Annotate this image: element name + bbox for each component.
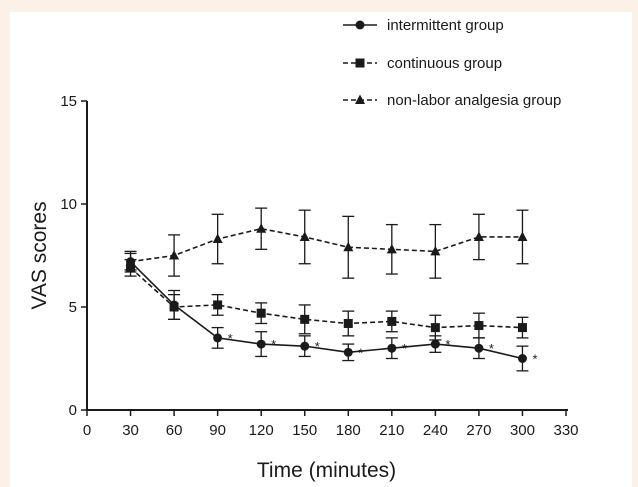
legend-label: continuous group bbox=[387, 55, 502, 72]
data-point bbox=[256, 339, 266, 349]
series-line bbox=[130, 267, 523, 329]
data-point bbox=[256, 223, 267, 233]
data-point bbox=[343, 241, 354, 252]
axes: 0 30 60 90 120 150 180 210 240 270 300 330 0 5 10 15 bbox=[60, 93, 578, 439]
significance-star: * bbox=[402, 341, 407, 356]
legend-item: intermittent group bbox=[343, 17, 504, 34]
x-tick-label: 120 bbox=[249, 422, 274, 439]
y-tick-label: 15 bbox=[60, 93, 77, 110]
data-point bbox=[517, 354, 527, 363]
x-tick-label: 210 bbox=[379, 422, 404, 439]
series-square bbox=[124, 258, 529, 341]
legend: intermittent group continuous group non-la… bbox=[343, 17, 561, 109]
data-point bbox=[213, 333, 223, 343]
data-point bbox=[212, 233, 223, 244]
data-point bbox=[430, 339, 440, 349]
significance-star: * bbox=[315, 339, 320, 354]
data-point bbox=[430, 245, 441, 256]
significance-star: * bbox=[228, 331, 233, 346]
data-point bbox=[299, 231, 310, 241]
data-point bbox=[300, 314, 310, 324]
x-tick-label: 0 bbox=[83, 422, 91, 439]
legend-item: non-labor analgesia group bbox=[343, 92, 561, 109]
x-tick-label: 180 bbox=[336, 422, 361, 439]
data-point bbox=[430, 323, 440, 333]
significance-star: * bbox=[489, 341, 494, 356]
y-tick-label: 10 bbox=[60, 196, 77, 213]
data-point bbox=[125, 256, 136, 266]
series-layer: * * * * * * * * bbox=[124, 207, 538, 372]
data-point bbox=[256, 308, 266, 318]
x-tick-label: 240 bbox=[423, 422, 448, 439]
data-point bbox=[474, 321, 484, 331]
significance-star: * bbox=[532, 352, 537, 367]
legend-label: non-labor analgesia group bbox=[387, 92, 561, 109]
series-circle: * * * * * * * * bbox=[124, 250, 538, 372]
legend-label: intermittent group bbox=[387, 17, 504, 34]
data-point bbox=[473, 231, 484, 241]
series-triangle bbox=[124, 207, 529, 279]
x-tick-label: 150 bbox=[292, 422, 317, 439]
legend-item: continuous group bbox=[343, 55, 502, 72]
data-point bbox=[387, 343, 397, 353]
y-tick-label: 5 bbox=[69, 299, 77, 316]
legend-marker bbox=[355, 58, 365, 68]
x-axis-title: Time (minutes) bbox=[257, 459, 396, 482]
data-point bbox=[517, 231, 528, 241]
series-line bbox=[130, 227, 523, 263]
legend-marker bbox=[355, 20, 365, 30]
x-tick-label: 330 bbox=[553, 422, 578, 439]
data-point bbox=[343, 347, 353, 357]
x-tick-label: 90 bbox=[209, 422, 226, 439]
y-axis-title: VAS scores bbox=[28, 201, 51, 309]
significance-star: * bbox=[271, 337, 276, 352]
x-tick-label: 30 bbox=[122, 422, 139, 439]
data-point bbox=[300, 341, 310, 351]
legend-marker bbox=[355, 94, 365, 104]
x-tick-label: 60 bbox=[166, 422, 183, 439]
data-point bbox=[169, 302, 179, 312]
series-line bbox=[129, 261, 523, 360]
data-point bbox=[386, 243, 397, 254]
y-tick-label: 0 bbox=[69, 402, 77, 419]
data-point bbox=[517, 323, 527, 333]
data-point bbox=[474, 343, 484, 353]
significance-star: * bbox=[358, 345, 363, 360]
data-point bbox=[343, 318, 353, 328]
data-point bbox=[169, 250, 180, 260]
significance-star: * bbox=[445, 337, 450, 352]
x-tick-label: 270 bbox=[466, 422, 491, 439]
figure-frame: 0 30 60 90 120 150 180 210 240 270 300 330 0 5 10 15 * *… bbox=[10, 12, 632, 487]
data-point bbox=[213, 300, 223, 310]
data-point bbox=[387, 316, 397, 326]
x-tick-label: 300 bbox=[510, 422, 535, 439]
